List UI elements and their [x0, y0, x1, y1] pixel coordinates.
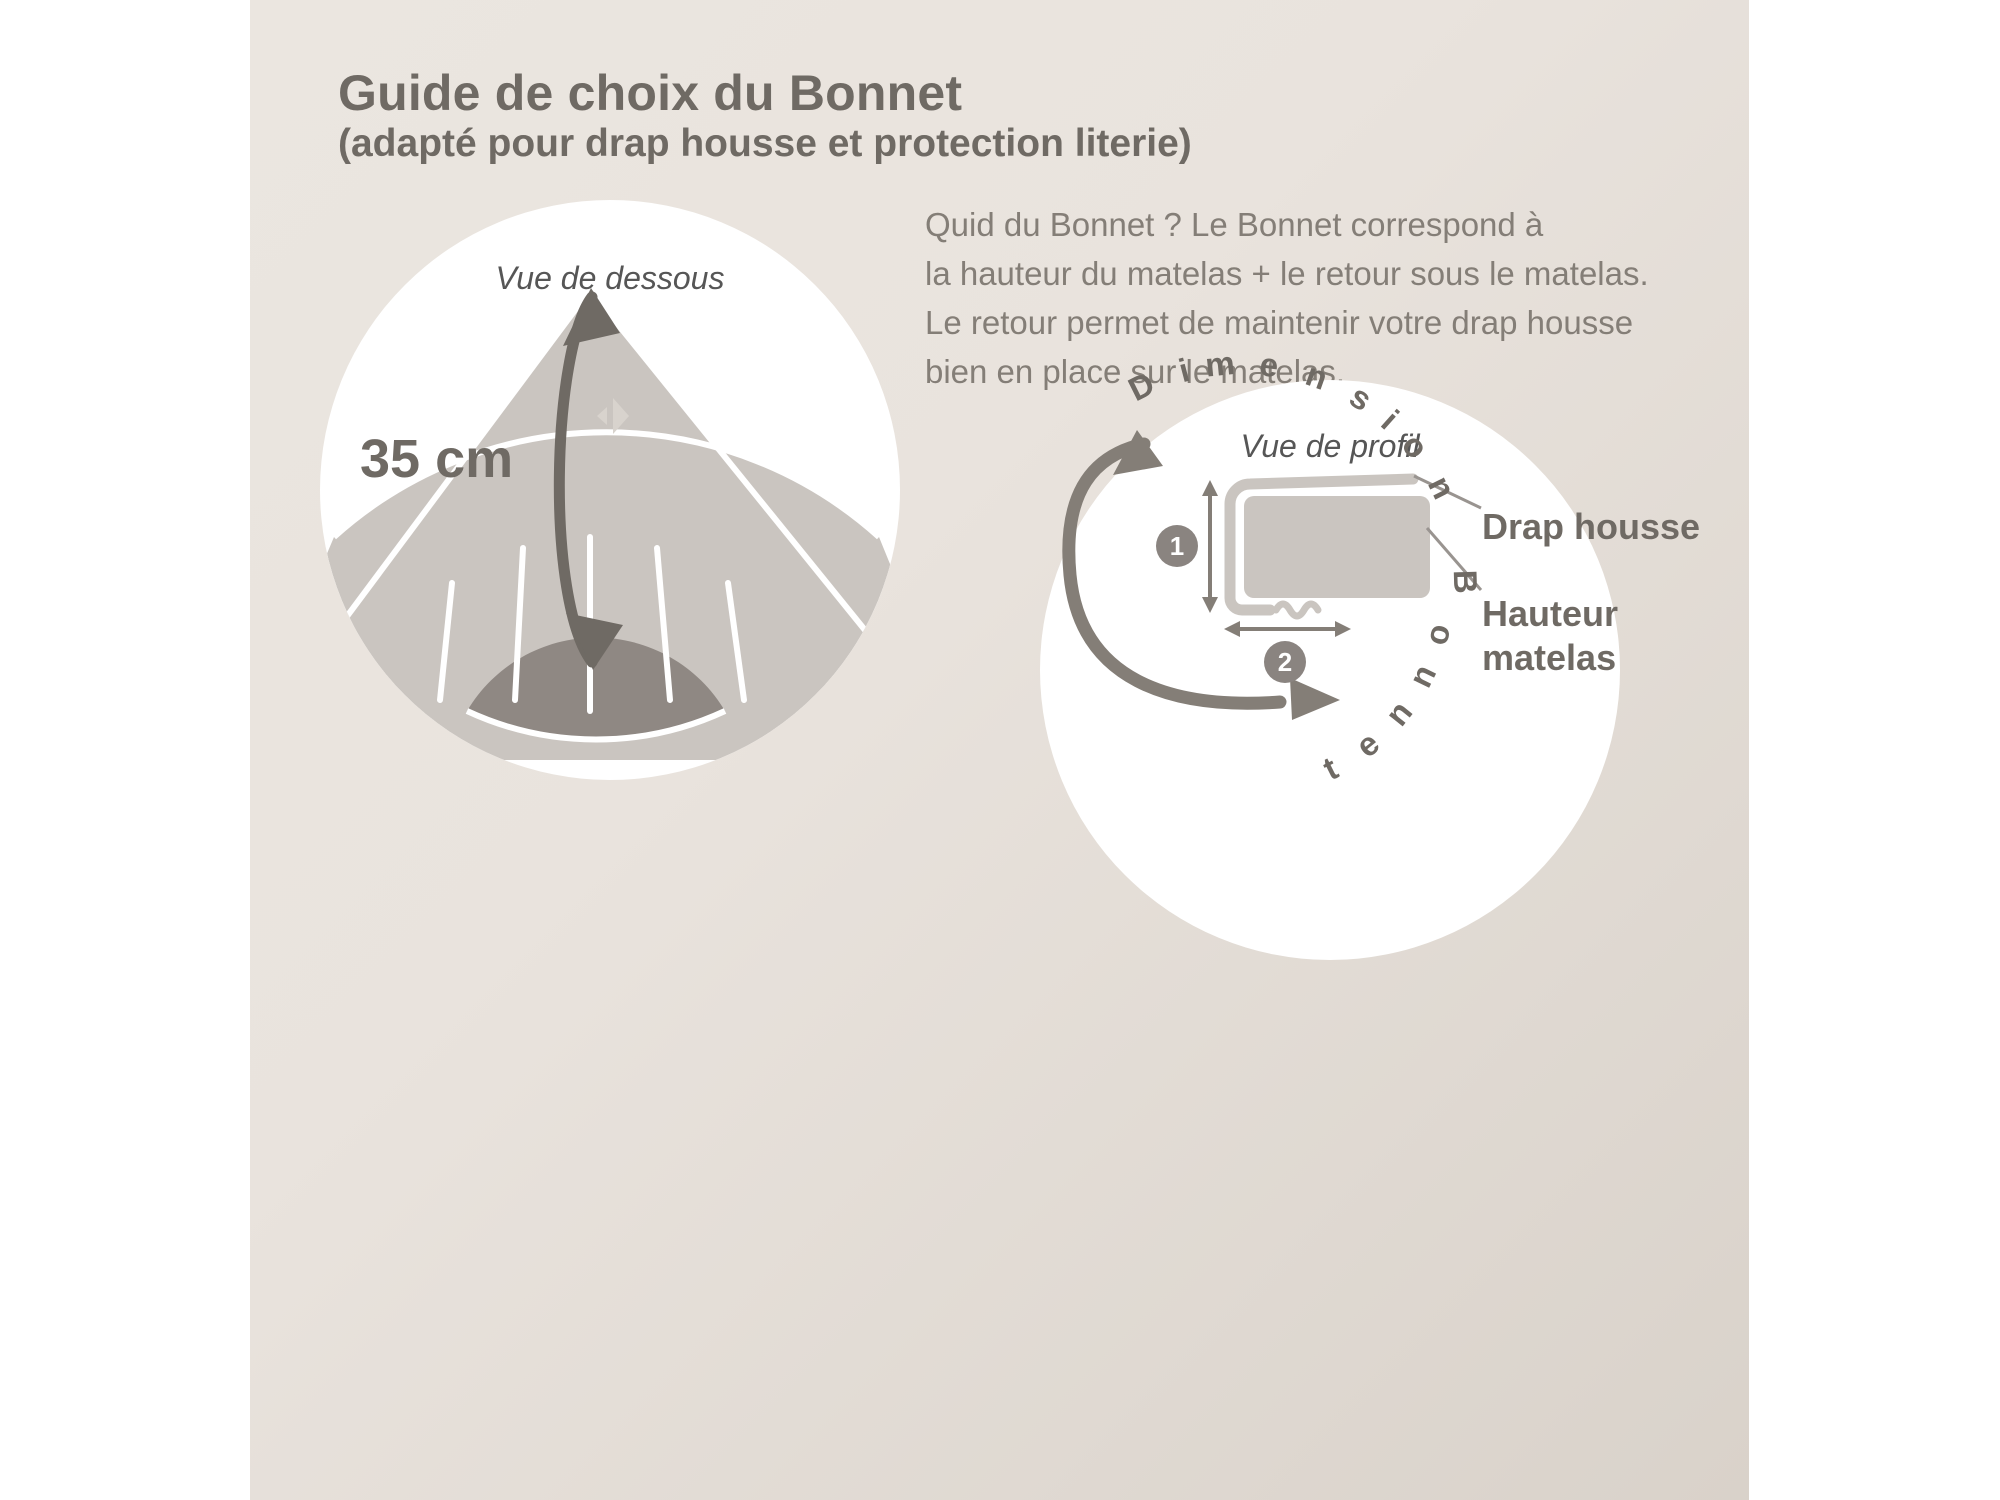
svg-text:s: s — [1343, 377, 1378, 418]
svg-text:B: B — [1447, 569, 1485, 594]
svg-text:m: m — [1204, 344, 1237, 384]
svg-text:o: o — [1395, 426, 1436, 465]
svg-text:e: e — [1349, 724, 1387, 764]
svg-text:o: o — [1417, 620, 1458, 648]
svg-text:n: n — [1378, 694, 1420, 733]
svg-text:i: i — [1375, 403, 1406, 437]
svg-text:n: n — [1401, 659, 1443, 693]
svg-text:t: t — [1317, 749, 1343, 787]
